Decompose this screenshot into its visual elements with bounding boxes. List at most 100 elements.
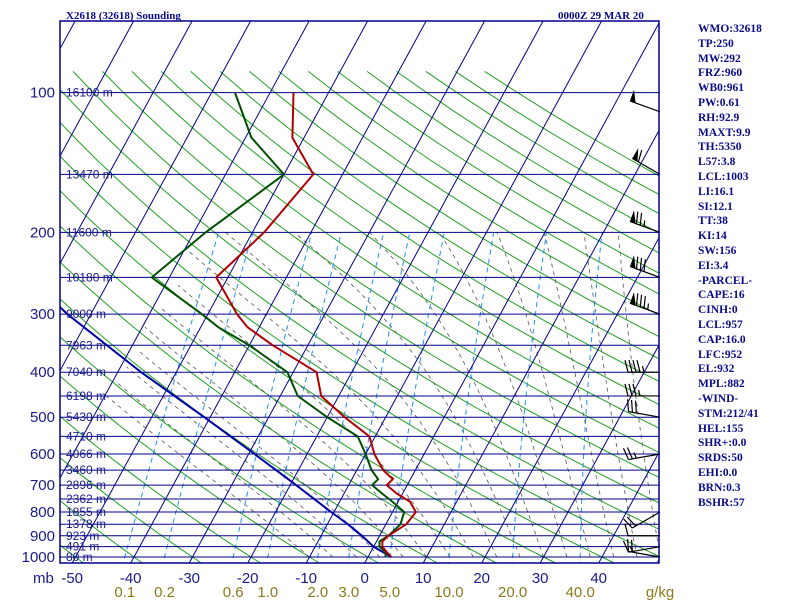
temperature-line <box>215 92 417 558</box>
side-stat: EHI:0.0 <box>698 466 738 479</box>
side-stat: LFC:952 <box>698 348 743 361</box>
isotherm-line <box>60 21 135 158</box>
dry-adiabat-line <box>219 71 659 360</box>
side-stat: SHR+:0.0 <box>698 437 747 450</box>
mixing-ratio-tick-label: 0.6 <box>223 584 244 600</box>
dry-adiabat-line <box>60 155 659 557</box>
moist-adiabat-line <box>438 232 568 558</box>
wind-barb <box>629 255 661 278</box>
isotherm-line <box>247 21 544 563</box>
temperature-tick-label: 20 <box>473 570 490 587</box>
isotherm-line <box>305 21 603 563</box>
mixing-ratio-tick-label: 1.0 <box>257 584 278 600</box>
isotherm-line <box>188 21 486 563</box>
side-stat: CAP:16.0 <box>698 333 746 346</box>
isotherm-line <box>60 21 193 265</box>
wind-barb <box>631 147 661 175</box>
side-stat: SW:156 <box>698 244 737 257</box>
side-stat: CINH:0 <box>698 304 738 317</box>
side-stat: SI:12.1 <box>698 200 733 213</box>
isotherm-line <box>0 21 17 563</box>
dry-adiabat-line <box>72 71 659 478</box>
dry-adiabat-line <box>60 121 659 530</box>
isotherm-line <box>539 344 659 563</box>
side-stat: EL:932 <box>698 363 735 376</box>
side-stat: WMO:32618 <box>698 23 762 35</box>
mixing-ratio-line <box>511 232 547 563</box>
height-label: 1855 m <box>66 505 106 519</box>
wind-barb <box>629 89 661 113</box>
side-stat: FRZ:960 <box>698 67 743 80</box>
height-label: 16100 m <box>66 86 113 100</box>
moist-adiabat-line <box>159 306 427 558</box>
pressure-tick-label: 100 <box>30 85 55 102</box>
wind-barb <box>624 523 660 537</box>
height-label: 4066 m <box>66 447 106 461</box>
isotherm-line <box>422 129 659 563</box>
side-stat: TP:250 <box>698 37 734 50</box>
height-label: 9000 m <box>66 307 106 321</box>
isotherm-line <box>598 451 659 563</box>
height-label: 7040 m <box>66 365 106 379</box>
dry-adiabat-line <box>307 71 659 295</box>
temperature-tick-label: -30 <box>178 570 200 587</box>
temperature-tick-label: -40 <box>120 570 142 587</box>
moist-adiabat-line <box>144 326 404 558</box>
height-label: 5430 m <box>66 410 106 424</box>
height-label: 7963 m <box>66 338 106 352</box>
dry-adiabat-line <box>60 499 144 563</box>
mixing-ratio-tick-label: 3.0 <box>338 584 359 600</box>
dry-adiabat-line <box>60 336 380 563</box>
mixing-ratio-line <box>447 232 495 563</box>
height-label: 2896 m <box>66 478 106 492</box>
dry-adiabat-line <box>60 415 262 563</box>
parcel-trace-line <box>60 305 392 558</box>
wind-barb <box>627 539 661 558</box>
dry-adiabat-line <box>131 71 659 429</box>
side-stat: BRN:0.3 <box>698 481 741 494</box>
mixing-ratio-tick-label: 5.0 <box>379 584 400 600</box>
dry-adiabat-line <box>60 457 203 563</box>
dry-adiabat-line <box>60 88 659 504</box>
side-stat: MPL:882 <box>698 378 745 391</box>
pressure-tick-label: 1000 <box>22 549 55 566</box>
temperature-tick-label: 30 <box>532 570 549 587</box>
side-stat: -WIND- <box>698 392 739 405</box>
mixing-ratio-line <box>388 232 445 563</box>
moist-adiabat-line <box>369 232 544 558</box>
side-stat: LCL:957 <box>698 318 743 331</box>
mixing-ratio-tick-label: 10.0 <box>434 584 463 600</box>
temperature-tick-label: 0 <box>361 570 369 587</box>
side-stat: KI:14 <box>698 230 727 243</box>
pressure-tick-label: 200 <box>30 224 55 241</box>
isotherm-line <box>60 21 252 372</box>
pressure-tick-label: 700 <box>30 477 55 494</box>
mixing-ratio-line <box>231 232 313 563</box>
dry-adiabat-line <box>60 298 439 563</box>
pressure-tick-label: 600 <box>30 446 55 463</box>
side-stat: EI:3.4 <box>698 259 729 272</box>
side-stat: STM:212/41 <box>698 407 759 420</box>
side-stat: LI:16.1 <box>698 185 735 198</box>
mixing-ratio-tick-label: 0.1 <box>114 584 135 600</box>
side-stat: LCL:1003 <box>698 170 749 183</box>
height-label: 1378 m <box>66 517 106 531</box>
mixing-ratio-line <box>579 232 603 563</box>
isotherm-line <box>130 21 427 563</box>
dry-adiabat-line <box>249 71 659 338</box>
temperature-tick-label: -50 <box>61 570 83 587</box>
mixing-ratio-tick-label: 0.2 <box>154 584 175 600</box>
isotherm-line <box>364 22 659 563</box>
mixing-ratio-line <box>162 232 254 563</box>
mixing-ratio-tick-label: 2.0 <box>307 584 328 600</box>
isotherm-line <box>481 236 659 563</box>
temperature-tick-label: 10 <box>415 570 432 587</box>
temperature-tick-label: -20 <box>237 570 259 587</box>
side-stat: CAPE:16 <box>698 289 745 302</box>
mixing-ratio-unit-label: g/kg <box>646 584 674 600</box>
pressure-tick-label: 900 <box>30 528 55 545</box>
side-stat: PW:0.61 <box>698 96 740 109</box>
wind-barb <box>624 360 660 373</box>
temperature-tick-label: -10 <box>295 570 317 587</box>
dry-adiabat-line <box>60 261 498 563</box>
